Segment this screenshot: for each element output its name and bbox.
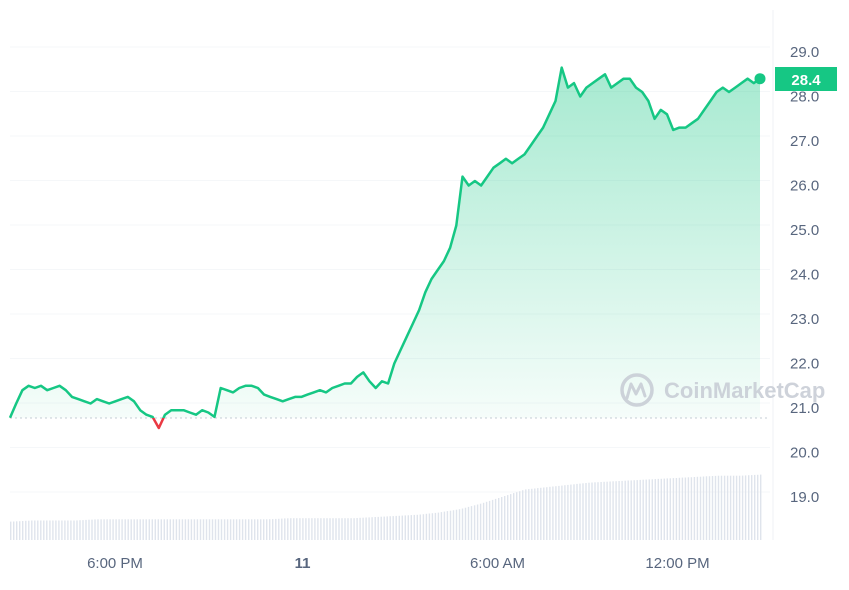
y-tick-label: 20.0 [790, 445, 819, 462]
price-line-up [8, 66, 761, 418]
y-tick-label: 29.0 [790, 44, 819, 61]
y-tick-label: 26.0 [790, 178, 819, 195]
x-tick-label: 12:00 PM [645, 555, 709, 572]
x-axis: 6:00 PM 11 6:00 AM 12:00 PM [87, 555, 710, 572]
watermark-text: CoinMarketCap [664, 378, 825, 403]
y-tick-label: 21.0 [790, 400, 819, 417]
coinmarketcap-logo-icon [620, 373, 654, 407]
current-price-badge: 28.4 [775, 67, 837, 91]
x-tick-label: 6:00 AM [470, 555, 525, 572]
x-tick-label: 11 [295, 555, 311, 572]
x-tick-label: 6:00 PM [87, 555, 143, 572]
y-axis: 29.0 28.0 27.0 26.0 25.0 24.0 23.0 22.0 21.0 20.0… [790, 44, 819, 506]
y-tick-label: 19.0 [790, 489, 819, 506]
price-area-fill [10, 67, 760, 418]
coinmarketcap-watermark: CoinMarketCap [620, 373, 825, 407]
y-tick-label: 24.0 [790, 267, 819, 284]
y-tick-label: 28.0 [790, 89, 819, 106]
current-price-dot [754, 73, 766, 85]
y-tick-label: 25.0 [790, 222, 819, 239]
volume-bars [10, 474, 762, 540]
y-tick-label: 27.0 [790, 133, 819, 150]
y-tick-label: 22.0 [790, 356, 819, 373]
current-price-label: 28.4 [791, 72, 821, 89]
y-tick-label: 23.0 [790, 311, 819, 328]
